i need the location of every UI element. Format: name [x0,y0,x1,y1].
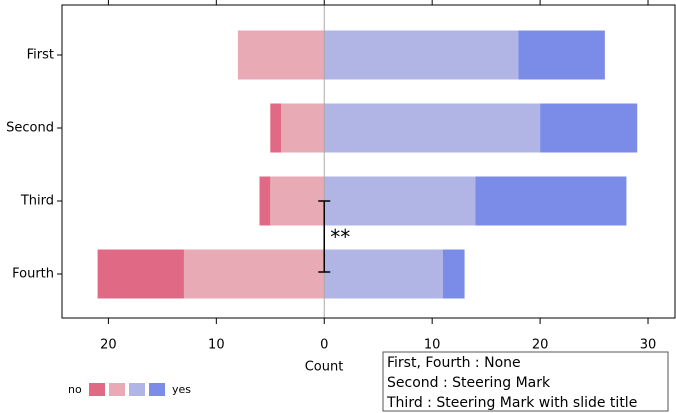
bar-segment [475,176,627,226]
x-tick-label: 30 [640,338,657,353]
y-tick-label: Second [6,121,54,136]
bar-segment [324,176,476,226]
bar-segment [540,103,638,153]
bar-segment [183,249,325,299]
x-tick-label: 20 [100,338,117,353]
note-line: First, Fourth : None [387,355,521,371]
bar-segment [442,249,465,299]
legend-label: no [68,383,82,396]
legend-swatch [89,383,105,396]
bar-segment [324,249,443,299]
x-tick-label: 0 [320,338,328,353]
bar-segment [97,249,184,299]
note-box [382,351,669,412]
bar-segment [281,103,325,153]
legend-swatch [109,383,125,396]
y-tick-label: First [27,48,54,63]
legend-swatch [129,383,145,396]
bar-segment [237,30,325,80]
x-tick-label: 10 [208,338,225,353]
x-axis-label: Count [305,360,344,375]
bar-segment [324,103,541,153]
x-tick-label: 10 [424,338,441,353]
y-tick-label: Third [20,194,54,209]
bar-segment [259,176,271,226]
bar-segment [518,30,605,80]
annotation: ** [330,225,350,249]
legend-label: yes [172,383,191,396]
x-tick-label: 20 [532,338,549,353]
bar-segment [324,30,519,80]
legend-swatch [149,383,165,396]
plot-frame [61,4,676,319]
y-tick-label: Fourth [12,267,54,282]
note-line: Third : Steering Mark with slide title [386,395,637,411]
bar-segment [270,176,325,226]
bar-segment [270,103,282,153]
note-line: Second : Steering Mark [387,375,551,391]
